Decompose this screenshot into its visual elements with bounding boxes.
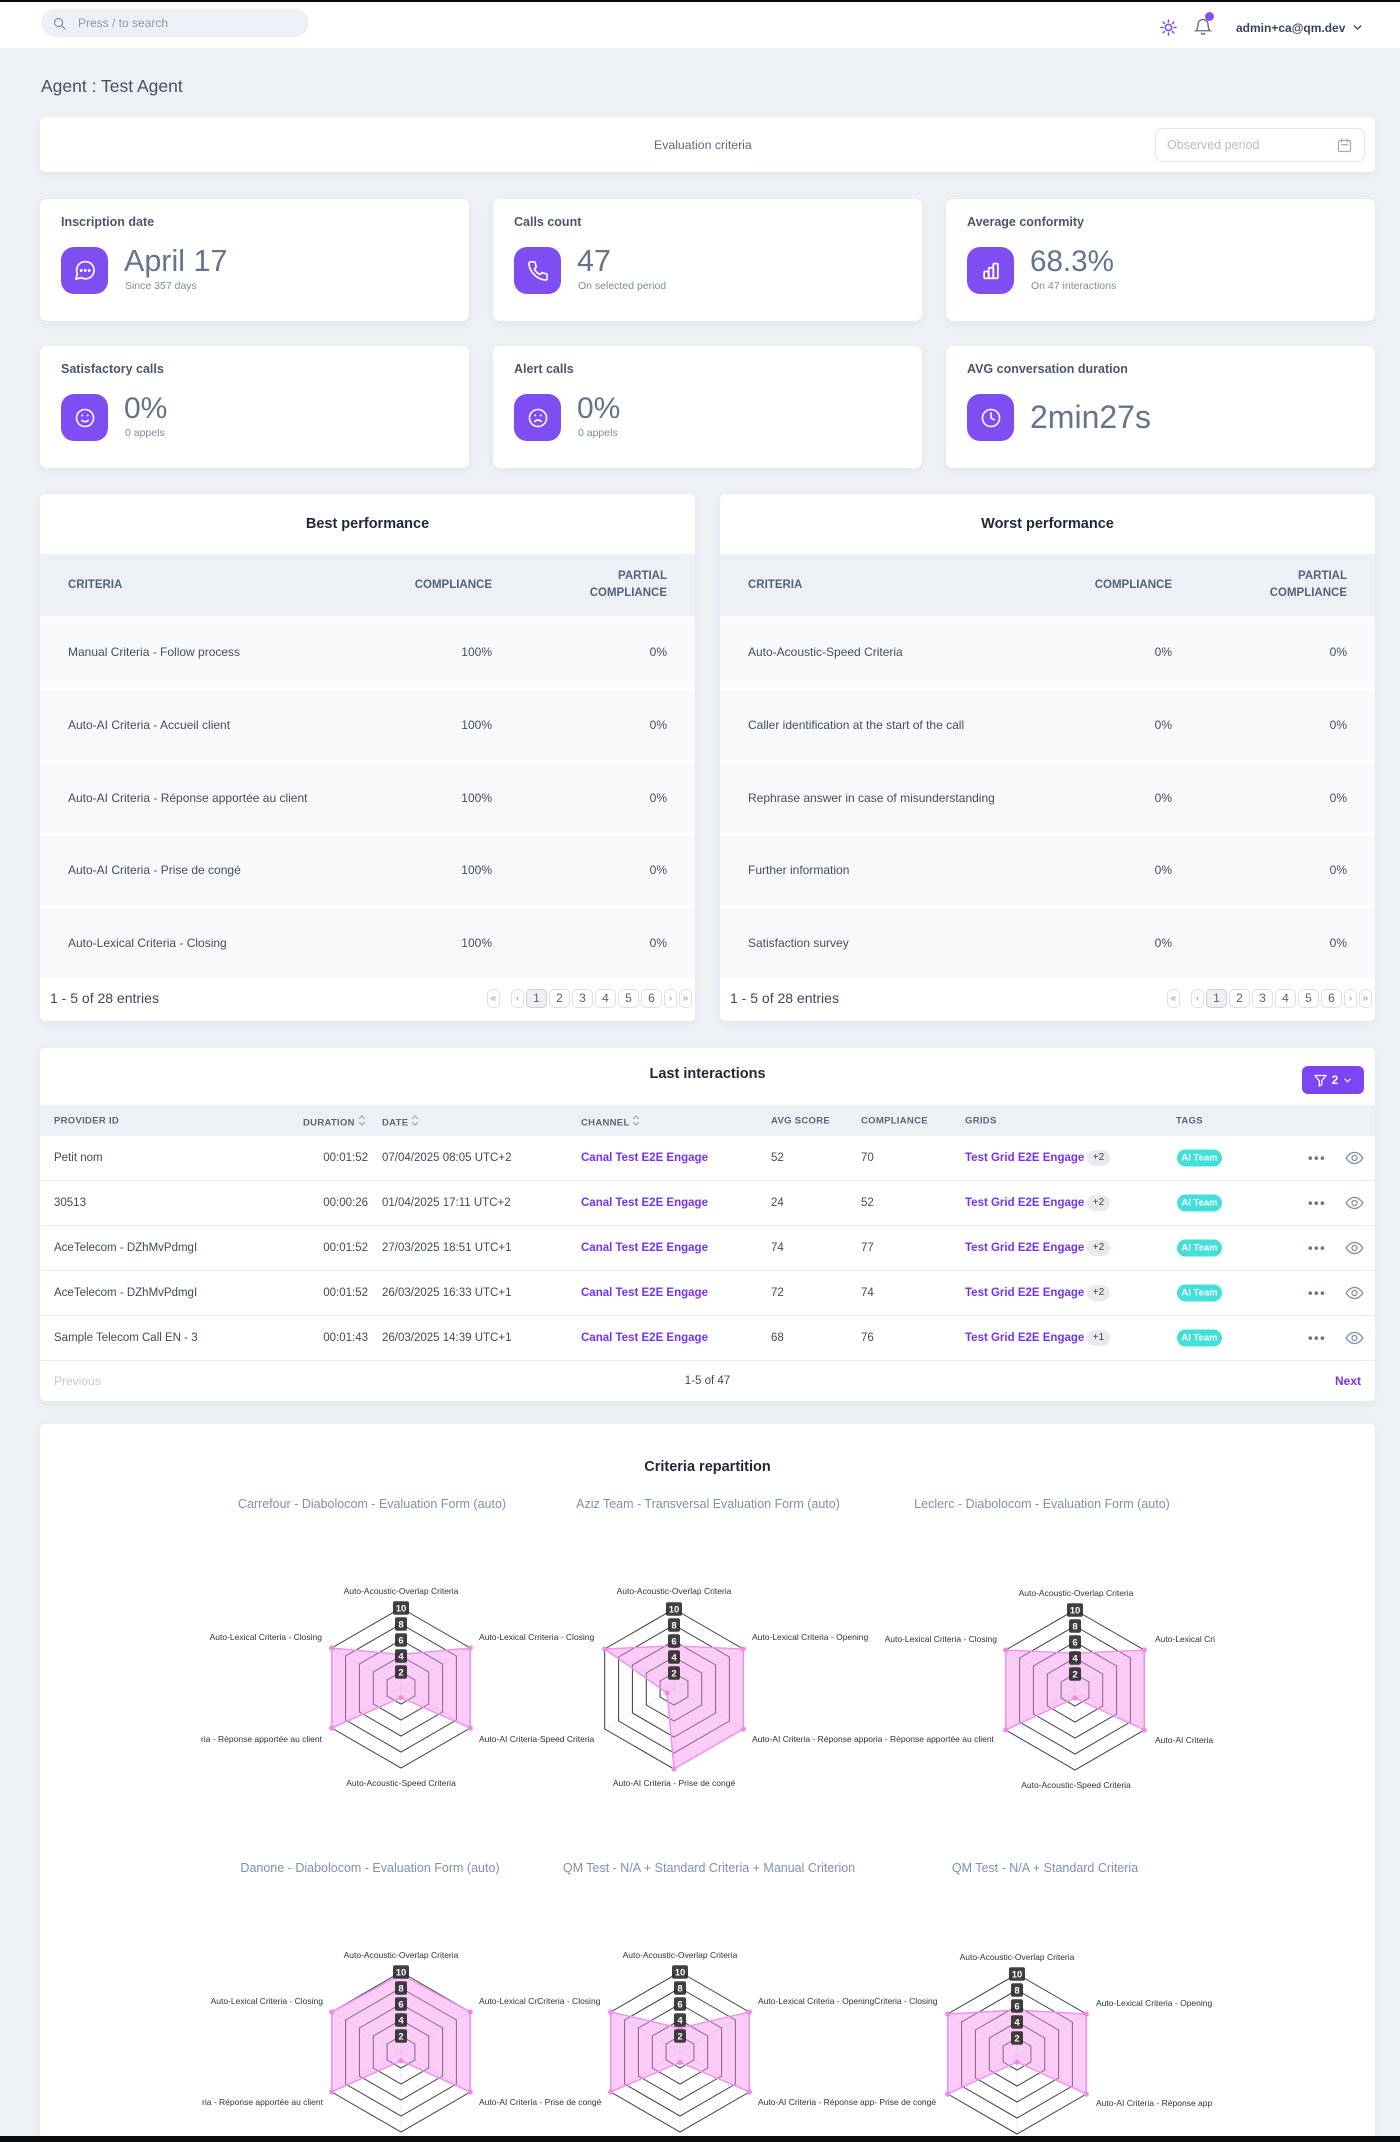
svg-text:8: 8 [671, 1620, 676, 1631]
svg-text:6: 6 [398, 1635, 403, 1646]
svg-text:2: 2 [1014, 2033, 1019, 2044]
svg-text:2: 2 [1072, 1669, 1077, 1680]
svg-text:10: 10 [396, 1603, 407, 1614]
svg-text:4: 4 [398, 2015, 404, 2026]
svg-text:4: 4 [677, 2015, 683, 2026]
svg-text:10: 10 [675, 1967, 686, 1978]
svg-text:2: 2 [677, 2031, 682, 2042]
svg-text:2: 2 [671, 1668, 676, 1679]
svg-text:10: 10 [396, 1967, 407, 1978]
svg-text:6: 6 [677, 1999, 682, 2010]
svg-text:2: 2 [398, 1667, 403, 1678]
svg-text:8: 8 [677, 1983, 682, 1994]
svg-text:10: 10 [669, 1604, 680, 1615]
svg-text:8: 8 [1072, 1621, 1077, 1632]
svg-text:4: 4 [398, 1651, 404, 1662]
svg-text:6: 6 [1072, 1637, 1077, 1648]
svg-text:2: 2 [398, 2031, 403, 2042]
svg-text:8: 8 [398, 1983, 403, 1994]
svg-text:8: 8 [398, 1619, 403, 1630]
svg-text:6: 6 [398, 1999, 403, 2010]
svg-text:10: 10 [1070, 1605, 1081, 1616]
svg-text:8: 8 [1014, 1985, 1019, 1996]
svg-text:6: 6 [671, 1636, 676, 1647]
svg-text:4: 4 [1014, 2017, 1020, 2028]
svg-text:6: 6 [1014, 2001, 1019, 2012]
svg-text:4: 4 [1072, 1653, 1078, 1664]
svg-text:10: 10 [1012, 1969, 1023, 1980]
svg-text:4: 4 [671, 1652, 677, 1663]
